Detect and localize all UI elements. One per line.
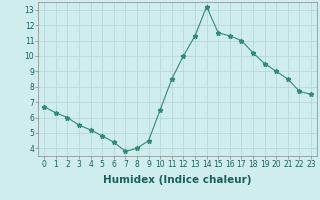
X-axis label: Humidex (Indice chaleur): Humidex (Indice chaleur) (103, 175, 252, 185)
